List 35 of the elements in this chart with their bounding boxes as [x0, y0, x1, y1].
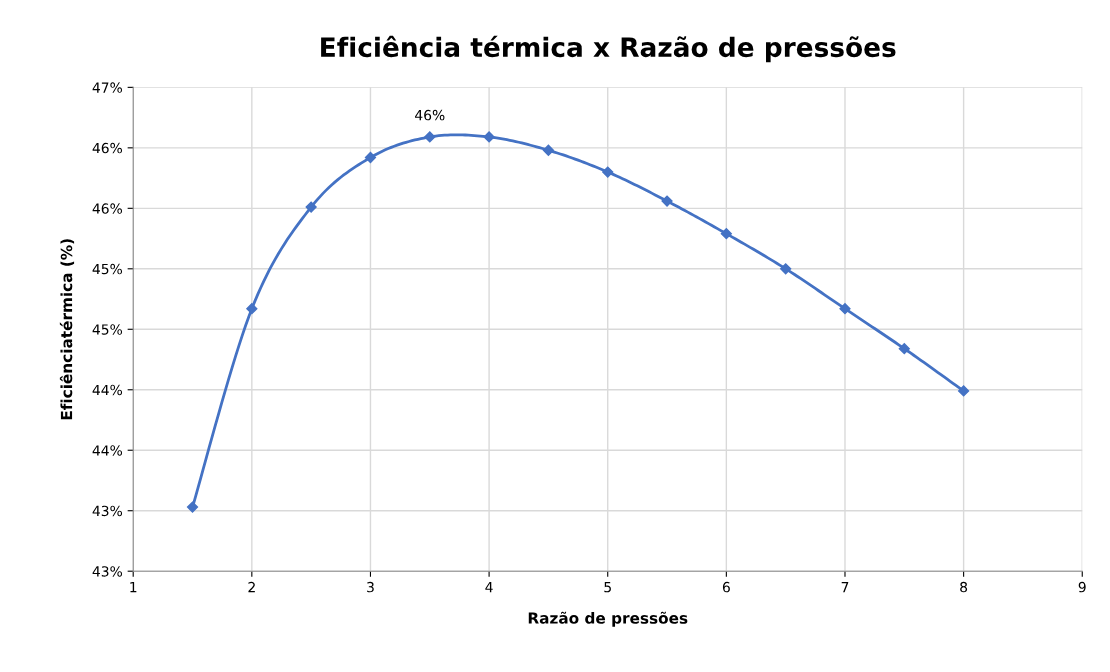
point: [958, 385, 970, 397]
point: [780, 263, 792, 275]
y-tick-label: 44%: [92, 384, 123, 396]
x-tick-label: 6: [722, 581, 730, 593]
point: [424, 131, 436, 143]
x-tick-label: 5: [604, 582, 611, 593]
x-tick-label: 8: [960, 581, 968, 593]
point: [364, 151, 377, 164]
y-tick-label: 43%: [92, 566, 123, 577]
x-tick-label: 2: [248, 581, 255, 593]
x-axis-title: Razão de pressões: [528, 611, 688, 627]
x-tick-label: 9: [1078, 581, 1086, 593]
point: [483, 131, 495, 143]
x-tick-label: 3: [367, 581, 374, 593]
y-tick-label: 46%: [92, 142, 123, 154]
y-tick-label: 45%: [92, 263, 123, 275]
point: [602, 166, 614, 178]
x-tick-label: 4: [485, 582, 493, 593]
point: [542, 144, 555, 156]
point: [305, 201, 317, 213]
x-tick-label: 1: [130, 582, 137, 593]
point: [839, 303, 851, 315]
point: [186, 501, 199, 513]
y-axis-title: Eficiênciatérmica (%): [59, 239, 75, 420]
y-tick-label: 44%: [92, 445, 123, 456]
data-label: 46%: [415, 109, 445, 121]
y-tick-label: 46%: [92, 203, 123, 214]
x-tick-label: 7: [841, 582, 849, 593]
point: [898, 343, 910, 355]
y-tick-label: 43%: [92, 505, 123, 517]
point: [720, 228, 732, 240]
y-tick-label: 47%: [92, 82, 123, 93]
y-tick-label: 45%: [92, 324, 123, 335]
chart-title: Eficiência térmica x Razão de pressões: [321, 35, 896, 63]
point: [246, 303, 258, 315]
